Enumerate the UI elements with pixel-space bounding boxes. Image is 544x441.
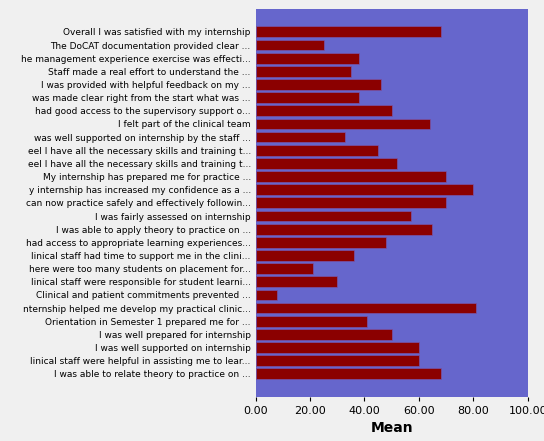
X-axis label: Mean: Mean	[370, 422, 413, 435]
Bar	[256, 53, 359, 64]
Bar	[256, 342, 419, 353]
Bar	[256, 26, 441, 37]
Bar	[256, 277, 337, 287]
Bar	[256, 290, 277, 300]
Bar	[256, 329, 392, 340]
Bar	[256, 303, 476, 314]
Bar	[256, 79, 381, 90]
Bar	[256, 211, 411, 221]
Bar	[256, 66, 351, 77]
Bar	[256, 105, 392, 116]
Bar	[256, 355, 419, 366]
Bar	[256, 40, 324, 50]
Bar	[256, 250, 354, 261]
Bar	[256, 263, 313, 274]
Bar	[256, 184, 473, 195]
Bar	[256, 119, 430, 129]
Bar	[256, 171, 446, 182]
Bar	[256, 132, 345, 142]
Bar	[256, 369, 441, 379]
Bar	[256, 237, 386, 248]
Bar	[256, 158, 397, 169]
Bar	[256, 92, 359, 103]
Bar	[256, 145, 378, 156]
Bar	[256, 224, 432, 235]
Bar	[256, 198, 446, 208]
Bar	[256, 316, 367, 327]
